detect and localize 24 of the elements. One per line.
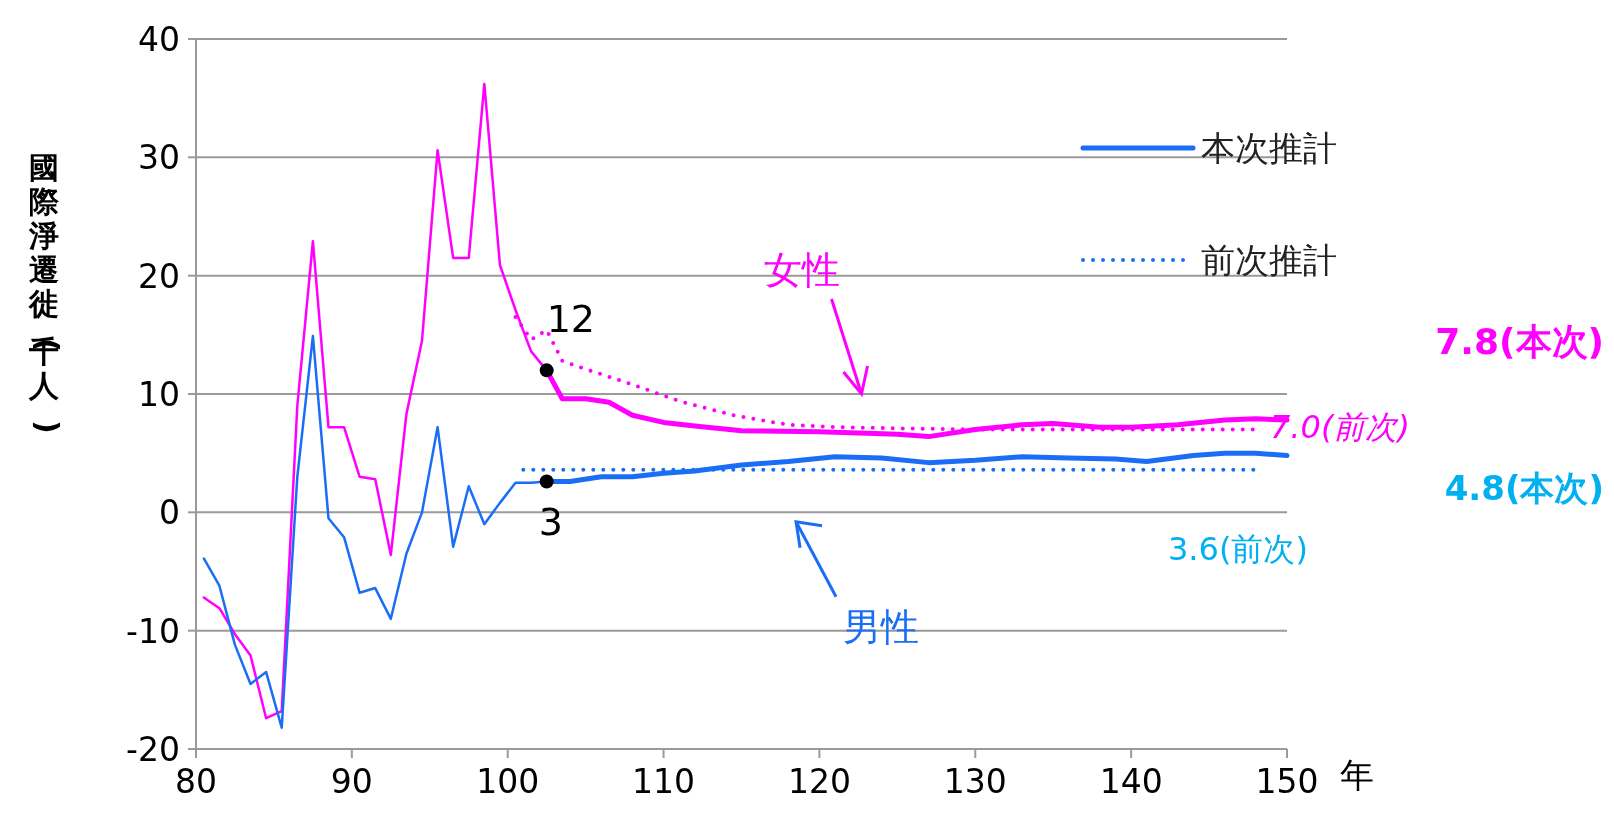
x-tick-label: 130 <box>943 762 1007 801</box>
annotation: 12 <box>546 297 596 342</box>
x-tick-label: 140 <box>1099 762 1163 801</box>
y-tick-label: 10 <box>138 374 180 414</box>
y-tick-label: 40 <box>138 19 180 59</box>
annotation: 3.6(前次) <box>1168 529 1308 568</box>
annotation: 男性 <box>843 605 920 650</box>
text: 7.8(本次) <box>1435 320 1604 362</box>
y-tick-label: -10 <box>126 611 180 651</box>
x-tick-label: 110 <box>632 762 696 801</box>
x-tick-label: 150 <box>1255 762 1319 801</box>
x-tick-label: 100 <box>476 762 540 801</box>
annotation: 3 <box>538 500 563 545</box>
annotation: 女性 <box>763 247 840 292</box>
annotation: 7.0(前次) <box>1270 407 1410 446</box>
legend-label: 前次推計 <box>1201 240 1337 281</box>
legend-label: 本次推計 <box>1201 128 1337 169</box>
x-tick-label: 90 <box>330 762 373 801</box>
y-tick-label: 0 <box>159 493 180 533</box>
x-tick-label: 120 <box>787 762 851 801</box>
x-axis-title: 年 <box>1340 755 1374 795</box>
y-tick-label: 20 <box>138 256 180 296</box>
y-tick-label: 30 <box>138 138 180 178</box>
text: 4.8(本次) <box>1444 468 1604 509</box>
